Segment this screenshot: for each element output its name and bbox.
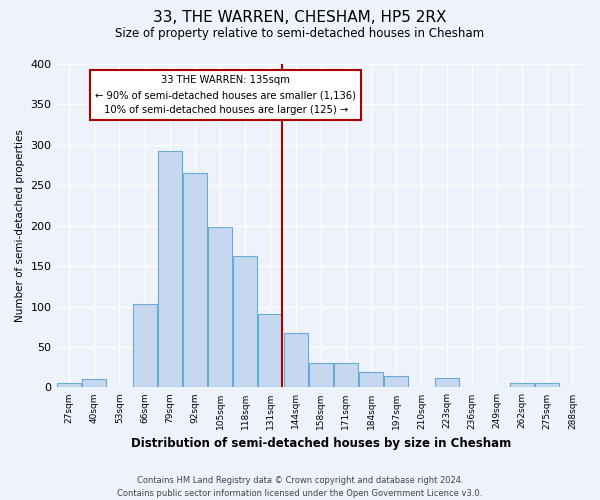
Bar (385, 376, 408, 388)
Bar (259, 314, 283, 388)
Bar (183, 173, 207, 388)
Bar (82, 378, 106, 388)
Bar (284, 334, 308, 388)
Text: Size of property relative to semi-detached houses in Chesham: Size of property relative to semi-detach… (115, 28, 485, 40)
Bar (535, 382, 559, 388)
Bar (133, 304, 157, 388)
Bar (510, 382, 534, 388)
Bar (334, 363, 358, 388)
Bar (309, 363, 333, 388)
Text: 33, THE WARREN, CHESHAM, HP5 2RX: 33, THE WARREN, CHESHAM, HP5 2RX (153, 10, 447, 25)
Bar (208, 226, 232, 388)
Bar (434, 378, 458, 388)
Bar (233, 256, 257, 388)
Bar (57, 382, 81, 388)
Text: Contains HM Land Registry data © Crown copyright and database right 2024.
Contai: Contains HM Land Registry data © Crown c… (118, 476, 482, 498)
Y-axis label: Number of semi-detached properties: Number of semi-detached properties (15, 130, 25, 322)
X-axis label: Distribution of semi-detached houses by size in Chesham: Distribution of semi-detached houses by … (131, 437, 511, 450)
Bar (359, 372, 383, 388)
Bar (158, 150, 182, 388)
Text: 33 THE WARREN: 135sqm
← 90% of semi-detached houses are smaller (1,136)
10% of s: 33 THE WARREN: 135sqm ← 90% of semi-deta… (95, 76, 356, 115)
